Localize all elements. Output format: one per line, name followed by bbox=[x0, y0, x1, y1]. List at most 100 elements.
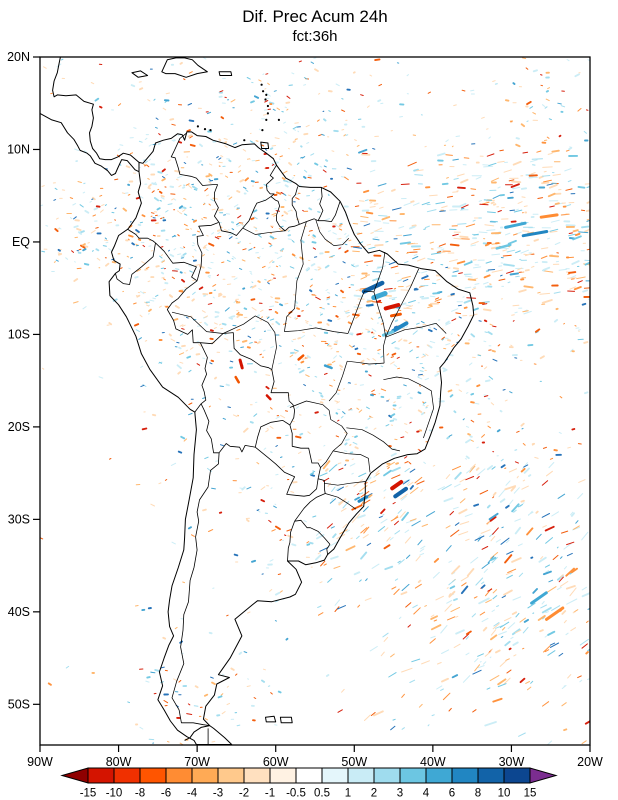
state-border bbox=[284, 327, 349, 334]
colorbar-level-label: 10 bbox=[498, 788, 511, 800]
colorbar-level-label: -2 bbox=[239, 788, 249, 800]
field-anomaly bbox=[390, 480, 404, 491]
country-border bbox=[294, 478, 326, 522]
field-specks bbox=[41, 58, 590, 721]
y-tick-label: 10S bbox=[8, 327, 30, 341]
colorbar-level-label: -10 bbox=[106, 788, 123, 800]
colorbar-level-label: -6 bbox=[161, 788, 171, 800]
field-specks bbox=[73, 63, 590, 727]
country-border bbox=[291, 186, 300, 225]
state-border bbox=[385, 268, 420, 338]
axes: 90W 80W 70W 60W 50W 40W 30W 20W 20N 10N EQ 10S 20S 30… bbox=[7, 50, 603, 769]
map-frame bbox=[39, 56, 591, 746]
field-specks bbox=[65, 81, 590, 741]
field-anomaly bbox=[539, 213, 559, 219]
state-border bbox=[289, 400, 332, 420]
country-border bbox=[194, 403, 202, 413]
island-outline bbox=[218, 71, 233, 76]
country-border bbox=[193, 342, 208, 405]
state-border bbox=[242, 227, 286, 235]
state-border bbox=[383, 376, 434, 439]
colorbar-segment bbox=[425, 767, 453, 784]
state-border bbox=[346, 427, 400, 452]
country-border bbox=[318, 201, 341, 222]
field-specks bbox=[41, 66, 590, 743]
colorbar-level-label: -3 bbox=[213, 788, 223, 800]
state-border bbox=[315, 219, 350, 246]
island-outline bbox=[265, 715, 277, 723]
y-tick-label: 10N bbox=[7, 142, 30, 156]
y-tick-label: 20N bbox=[7, 50, 30, 64]
island-outline bbox=[260, 141, 270, 149]
field-anomaly bbox=[383, 303, 401, 311]
small-island bbox=[266, 104, 269, 108]
small-island bbox=[209, 129, 212, 132]
country-border bbox=[155, 242, 198, 282]
colorbar-arrow-left bbox=[60, 767, 89, 784]
colorbar-level-label: -8 bbox=[135, 788, 145, 800]
y-tick-label: 40S bbox=[8, 605, 30, 619]
precip-diff-field bbox=[40, 57, 590, 745]
colorbar-level-label: -4 bbox=[187, 788, 198, 800]
colorbar-segment bbox=[295, 767, 323, 784]
field-anomaly bbox=[393, 486, 408, 499]
field-specks bbox=[81, 71, 579, 741]
field-anomaly bbox=[361, 280, 385, 294]
colorbar-segment bbox=[87, 767, 115, 784]
country-border bbox=[170, 132, 222, 231]
colorbar-level-label: 0.5 bbox=[314, 788, 330, 800]
small-island bbox=[262, 90, 265, 93]
state-border bbox=[171, 311, 224, 334]
field-specks bbox=[77, 76, 590, 717]
field-specks bbox=[40, 57, 590, 745]
small-island bbox=[196, 125, 199, 128]
country-border bbox=[171, 452, 220, 726]
coastline bbox=[52, 57, 140, 163]
field-specks bbox=[53, 57, 590, 745]
x-tick-label: 70W bbox=[184, 755, 210, 769]
small-island bbox=[261, 129, 264, 132]
field-anomaly bbox=[234, 375, 240, 384]
country-border bbox=[126, 228, 156, 244]
map-borders bbox=[40, 57, 475, 745]
x-tick-label: 80W bbox=[106, 755, 132, 769]
y-tick-label: 30S bbox=[8, 512, 30, 526]
country-border bbox=[254, 420, 291, 448]
field-specks bbox=[57, 88, 587, 696]
field-anomaly bbox=[545, 606, 565, 621]
x-tick-label: 50W bbox=[341, 755, 367, 769]
field-specks bbox=[54, 58, 590, 722]
state-border bbox=[325, 493, 357, 510]
colorbar-level-label: 4 bbox=[423, 788, 430, 800]
colorbar-level-label: -0.5 bbox=[286, 788, 306, 800]
state-border bbox=[385, 322, 447, 338]
field-anomaly bbox=[238, 358, 244, 370]
colorbar-segment bbox=[217, 767, 245, 784]
island-outline bbox=[161, 57, 208, 78]
colorbar-level-label: -1 bbox=[265, 788, 275, 800]
x-tick-label: 20W bbox=[577, 755, 603, 769]
country-border bbox=[221, 196, 272, 236]
plot-title: Dif. Prec Acum 24h bbox=[242, 7, 388, 26]
colorbar-segment bbox=[503, 767, 531, 784]
country-border bbox=[299, 218, 319, 225]
state-border bbox=[347, 360, 385, 365]
field-anomaly bbox=[530, 591, 548, 605]
small-island bbox=[277, 118, 280, 121]
field-specks bbox=[53, 68, 576, 731]
field-anomaly bbox=[265, 394, 272, 401]
field-anomaly bbox=[504, 221, 527, 229]
small-island bbox=[203, 128, 207, 131]
island-outline bbox=[279, 716, 293, 724]
colorbar-level-label: -15 bbox=[80, 788, 97, 800]
colorbar-segment bbox=[321, 767, 349, 784]
state-border bbox=[284, 221, 307, 332]
colorbar-segment bbox=[165, 767, 193, 784]
country-border bbox=[265, 163, 277, 197]
island-outline bbox=[131, 70, 149, 78]
colorbar-level-label: 8 bbox=[475, 788, 481, 800]
field-anomaly bbox=[357, 495, 369, 503]
small-island bbox=[265, 93, 268, 96]
field-specks bbox=[95, 105, 590, 725]
small-island bbox=[265, 118, 268, 121]
